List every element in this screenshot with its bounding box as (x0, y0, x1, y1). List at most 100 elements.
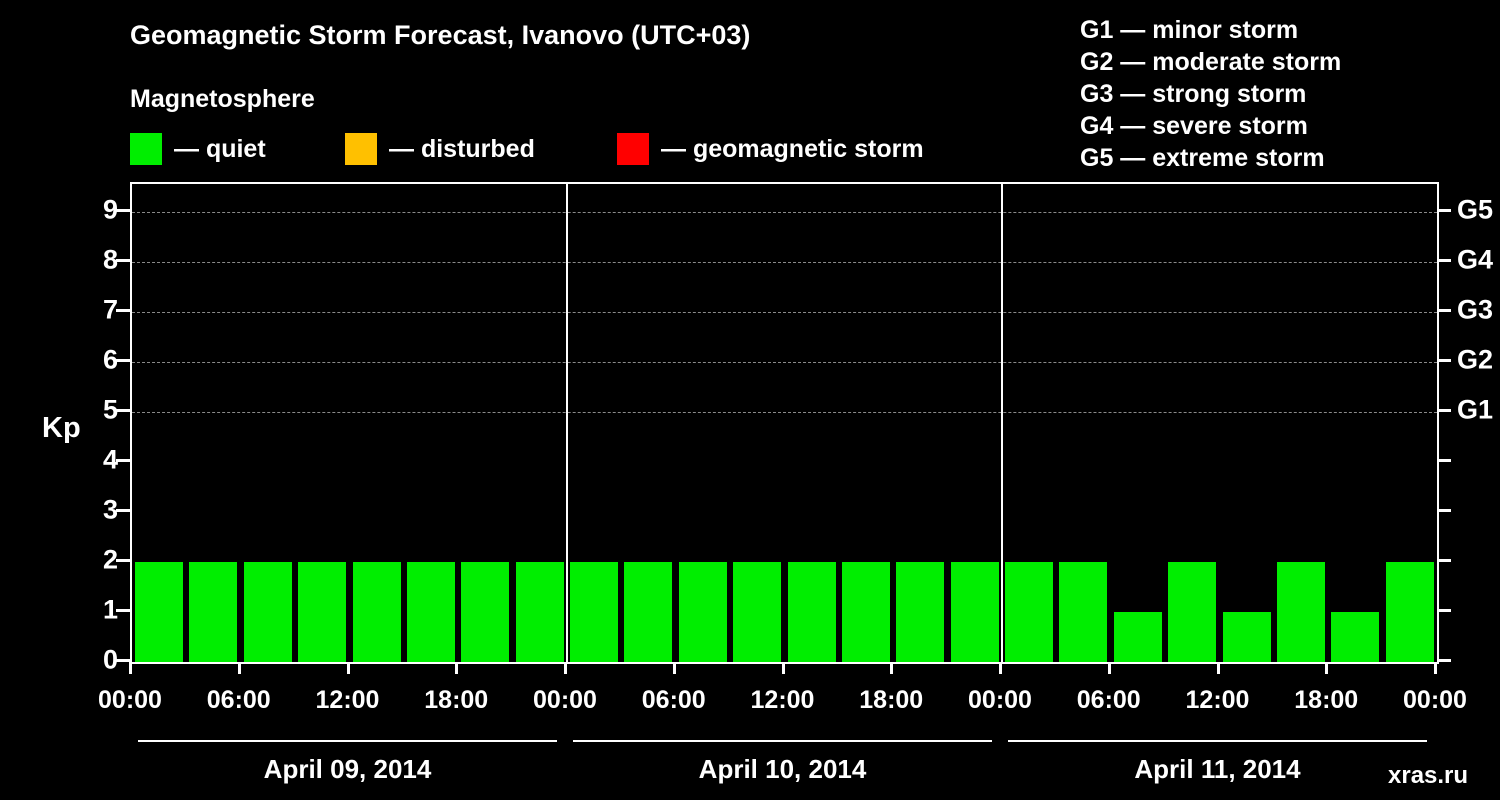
gridline-kp6 (132, 362, 1437, 363)
legend-label-quiet: — quiet (174, 134, 266, 163)
right-axis-label-g1: G1 (1457, 394, 1494, 425)
date-label: April 10, 2014 (698, 754, 867, 784)
right-axis-label-g5: G5 (1457, 194, 1494, 225)
kp-bar (298, 562, 347, 662)
y-axis-label-6: 6 (102, 344, 118, 375)
gridline-kp5 (132, 412, 1437, 413)
x-axis-tick (999, 662, 1002, 674)
gridline-kp9 (132, 212, 1437, 213)
x-axis-tick (672, 662, 676, 674)
y-axis-tick (116, 259, 130, 262)
y-axis-tick (116, 409, 130, 412)
plot-area (130, 182, 1439, 664)
y-axis-tick (116, 609, 130, 612)
y-axis-tick (116, 559, 130, 562)
x-axis-tick (237, 662, 241, 674)
y-axis-tick-right (1437, 409, 1451, 412)
date-label: April 09, 2014 (263, 754, 432, 784)
legend-label-disturbed: — disturbed (389, 134, 535, 163)
kp-bar (1385, 562, 1434, 662)
y-axis-tick (116, 359, 130, 362)
y-axis-tick (116, 459, 130, 462)
legend-title: Magnetosphere (130, 85, 315, 113)
y-axis-label-9: 9 (102, 194, 118, 225)
x-axis-tick (890, 662, 894, 674)
kp-bar (1331, 612, 1380, 662)
kp-bar (1276, 562, 1325, 662)
x-axis-label: 12:00 (750, 686, 815, 714)
kp-bar (1168, 562, 1217, 662)
y-axis-label-4: 4 (102, 444, 118, 475)
x-axis-label: 18:00 (424, 686, 489, 714)
storm-scale-g5: G5 — extreme storm (1080, 144, 1325, 172)
legend-item-disturbed: — disturbed (345, 133, 535, 165)
storm-scale-g4: G4 — severe storm (1080, 112, 1308, 140)
x-axis-label: 00:00 (533, 686, 597, 714)
x-axis-label: 18:00 (1294, 686, 1359, 714)
day-separator (1001, 184, 1003, 662)
kp-bar (570, 562, 618, 662)
chart-title: Geomagnetic Storm Forecast, Ivanovo (UTC… (130, 20, 751, 50)
kp-bar (406, 562, 455, 662)
storm-scale-g2: G2 — moderate storm (1080, 48, 1342, 76)
x-axis-label: 00:00 (968, 686, 1032, 714)
x-axis-tick (1107, 662, 1111, 674)
y-axis-label-5: 5 (102, 394, 118, 425)
x-axis-label: 12:00 (1185, 686, 1250, 714)
right-axis-label-g3: G3 (1457, 294, 1494, 325)
day-separator (566, 184, 568, 662)
y-axis-tick (116, 309, 130, 312)
legend-item-storm: — geomagnetic storm (617, 133, 924, 165)
kp-bar (1222, 612, 1271, 662)
x-axis-tick (455, 662, 459, 674)
kp-bar (243, 562, 292, 662)
y-axis-label-0: 0 (102, 644, 118, 675)
y-axis-label-8: 8 (102, 244, 118, 275)
disturbed-color-swatch (345, 133, 377, 165)
x-axis-label: 00:00 (98, 686, 162, 714)
y-axis-tick-right (1437, 659, 1451, 662)
right-axis-label-g4: G4 (1457, 244, 1494, 275)
kp-bar (896, 562, 945, 662)
y-axis-title: Kp (42, 412, 81, 444)
y-axis-label-3: 3 (102, 494, 118, 525)
x-axis-label: 06:00 (641, 686, 706, 714)
storm-color-swatch (617, 133, 649, 165)
y-axis-label-1: 1 (102, 594, 118, 625)
gridline-kp7 (132, 312, 1437, 313)
quiet-color-swatch (130, 133, 162, 165)
kp-bar (950, 562, 999, 662)
storm-scale-g3: G3 — strong storm (1080, 80, 1307, 108)
kp-bar (352, 562, 401, 662)
legend-label-storm: — geomagnetic storm (661, 134, 924, 163)
date-label: April 11, 2014 (1134, 754, 1301, 784)
x-axis-label: 18:00 (859, 686, 924, 714)
y-axis-tick-right (1437, 209, 1451, 212)
x-axis-label: 00:00 (1403, 686, 1467, 714)
x-axis-tick (1434, 662, 1437, 674)
y-axis-tick-right (1437, 309, 1451, 312)
y-axis-tick-right (1437, 509, 1451, 512)
y-axis-tick-right (1437, 259, 1451, 262)
x-axis-tick (564, 662, 567, 674)
x-axis-tick (129, 662, 132, 674)
y-axis-label-7: 7 (102, 294, 118, 325)
y-axis-label-2: 2 (102, 544, 118, 575)
kp-bar (787, 562, 836, 662)
kp-bar (841, 562, 890, 662)
kp-bar (678, 562, 727, 662)
storm-scale-legend: G1 — minor storm G2 — moderate storm G3 … (1080, 14, 1341, 174)
x-axis-label: 06:00 (1076, 686, 1141, 714)
y-axis-tick-right (1437, 459, 1451, 462)
date-bracket (138, 740, 557, 742)
x-axis-label: 06:00 (206, 686, 271, 714)
kp-bar (733, 562, 782, 662)
y-axis-tick-right (1437, 559, 1451, 562)
storm-scale-g1: G1 — minor storm (1080, 16, 1299, 44)
kp-bar (135, 562, 183, 662)
x-axis-tick (346, 662, 350, 674)
kp-bar (461, 562, 510, 662)
right-axis-label-g2: G2 (1457, 344, 1494, 375)
x-axis-label: 12:00 (315, 686, 380, 714)
y-axis-tick (116, 209, 130, 212)
